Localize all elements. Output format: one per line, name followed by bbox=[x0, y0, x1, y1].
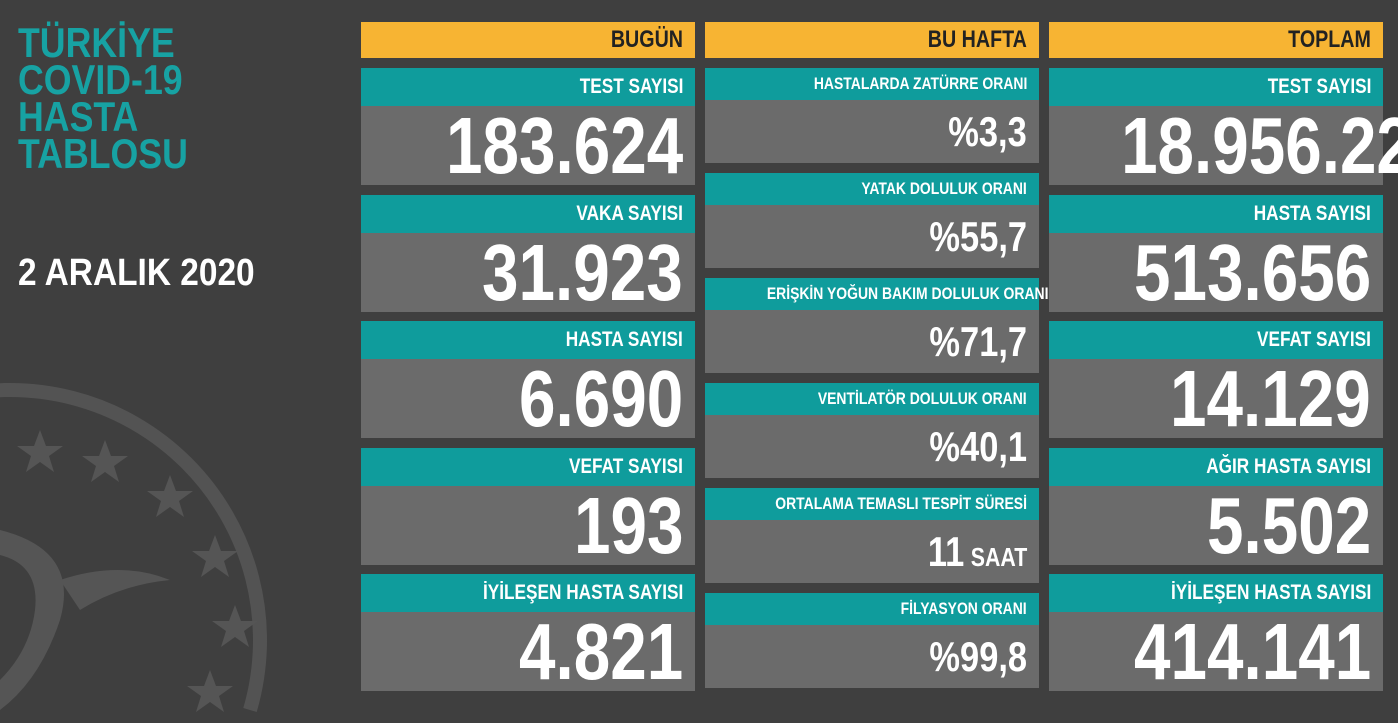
label-text: HASTALARDA ZATÜRRE ORANI bbox=[813, 74, 1027, 93]
card-label: TEST SAYISI bbox=[361, 68, 695, 106]
card-value: 4.821 bbox=[361, 612, 695, 692]
value-text: 513.656 bbox=[1133, 227, 1371, 317]
value-text: 183.624 bbox=[445, 101, 683, 190]
value-text: %40,1 bbox=[929, 423, 1027, 470]
label-text: VENTİLATÖR DOLULUK ORANI bbox=[818, 389, 1027, 408]
column-header: TOPLAM bbox=[1049, 22, 1383, 58]
value-text: 193 bbox=[573, 480, 683, 570]
value-text: %71,7 bbox=[929, 318, 1027, 365]
card-label: İYİLEŞEN HASTA SAYISI bbox=[1049, 574, 1383, 612]
value-wrap: 6.690 bbox=[519, 359, 683, 439]
value-wrap: %55,7 bbox=[929, 205, 1027, 268]
title: TÜRKİYE COVID-19 HASTA TABLOSU bbox=[18, 19, 188, 177]
title-line: TABLOSU bbox=[18, 130, 188, 177]
card-label: ERİŞKİN YOĞUN BAKIM DOLULUK ORANI bbox=[705, 278, 1048, 310]
label-text: VAKA SAYISI bbox=[576, 201, 683, 225]
value-wrap: 5.502 bbox=[1207, 485, 1371, 565]
card-label: VEFAT SAYISI bbox=[1049, 321, 1383, 359]
card-label: VAKA SAYISI bbox=[361, 194, 695, 233]
column-header: BU HAFTA bbox=[705, 22, 1039, 58]
card-value: 193 bbox=[361, 485, 695, 565]
label-text: HASTA SAYISI bbox=[565, 328, 683, 351]
label-text: VEFAT SAYISI bbox=[1257, 328, 1371, 351]
card-label: HASTA SAYISI bbox=[361, 321, 695, 359]
card-value: 14.129 bbox=[1049, 359, 1383, 439]
value-text: %3,3 bbox=[948, 108, 1027, 155]
label-text: ORTALAMA TEMASLI TESPİT SÜRESİ bbox=[775, 494, 1027, 513]
label-text: FİLYASYON ORANI bbox=[900, 599, 1027, 618]
card-label: FİLYASYON ORANI bbox=[705, 593, 1039, 625]
label-text: YATAK DOLULUK ORANI bbox=[861, 179, 1027, 198]
card-label: TEST SAYISI bbox=[1049, 68, 1383, 106]
card-value: 183.624 bbox=[361, 106, 695, 186]
card-value: 6.690 bbox=[361, 359, 695, 439]
value-text: 18.956.228 bbox=[1121, 101, 1398, 190]
title-line: COVID-19 bbox=[18, 56, 183, 103]
value-wrap: 31.923 bbox=[482, 232, 683, 312]
value-wrap: 193 bbox=[574, 485, 683, 565]
value-text: 14.129 bbox=[1170, 354, 1371, 443]
column-title: TOPLAM bbox=[1288, 26, 1371, 53]
card-label: HASTA SAYISI bbox=[1049, 194, 1383, 233]
value-text: %55,7 bbox=[929, 213, 1027, 260]
label-text: AĞIR HASTA SAYISI bbox=[1206, 454, 1371, 478]
value-wrap: 4.821 bbox=[519, 612, 683, 692]
card-value: 5.502 bbox=[1049, 485, 1383, 565]
value-wrap: 14.129 bbox=[1170, 359, 1371, 439]
value-unit: SAAT bbox=[970, 542, 1027, 572]
value-wrap: 513.656 bbox=[1134, 232, 1371, 312]
card-value: 18.956.228 bbox=[1049, 106, 1398, 186]
card-value: 11 SAAT bbox=[705, 520, 1039, 583]
label-text: TEST SAYISI bbox=[1267, 75, 1371, 98]
value-text: 5.502 bbox=[1206, 480, 1371, 570]
label-text: İYİLEŞEN HASTA SAYISI bbox=[1170, 581, 1371, 604]
value-wrap: 11 SAAT bbox=[928, 520, 1027, 589]
value-wrap: %99,8 bbox=[929, 625, 1027, 688]
card-label: VEFAT SAYISI bbox=[361, 447, 695, 486]
label-text: ERİŞKİN YOĞUN BAKIM DOLULUK ORANI bbox=[766, 284, 1049, 303]
label-text: TEST SAYISI bbox=[579, 75, 683, 98]
card-value: %3,3 bbox=[705, 100, 1039, 163]
value-wrap: 414.141 bbox=[1134, 612, 1371, 692]
card-label: HASTALARDA ZATÜRRE ORANI bbox=[705, 68, 1039, 100]
label-text: HASTA SAYISI bbox=[1253, 201, 1371, 225]
title-line: TÜRKİYE bbox=[18, 19, 175, 66]
value-wrap: %40,1 bbox=[929, 415, 1027, 478]
card-value: %71,7 bbox=[705, 310, 1039, 373]
value-text: 4.821 bbox=[518, 607, 683, 696]
title-line: HASTA bbox=[18, 93, 139, 140]
value-text: 31.923 bbox=[482, 227, 683, 317]
card-value: 414.141 bbox=[1049, 612, 1383, 692]
date: 2 ARALIK 2020 bbox=[18, 252, 255, 294]
value-wrap: 18.956.228 bbox=[1121, 106, 1398, 186]
value-wrap: %71,7 bbox=[929, 310, 1027, 373]
card-value: %99,8 bbox=[705, 625, 1039, 688]
value-text: 11 bbox=[927, 528, 964, 575]
card-value: %55,7 bbox=[705, 205, 1039, 268]
card-value: 31.923 bbox=[361, 232, 695, 312]
card-label: AĞIR HASTA SAYISI bbox=[1049, 447, 1383, 486]
label-text: VEFAT SAYISI bbox=[569, 454, 683, 478]
label-text: İYİLEŞEN HASTA SAYISI bbox=[482, 581, 683, 604]
emblem bbox=[0, 383, 267, 712]
column-title: BU HAFTA bbox=[927, 26, 1027, 53]
column-header: BUGÜN bbox=[361, 22, 695, 58]
value-wrap: 183.624 bbox=[446, 106, 683, 186]
card-label: YATAK DOLULUK ORANI bbox=[705, 173, 1039, 205]
card-label: İYİLEŞEN HASTA SAYISI bbox=[361, 574, 695, 612]
column-title: BUGÜN bbox=[610, 26, 683, 53]
value-text: %99,8 bbox=[929, 633, 1027, 680]
card-value: 513.656 bbox=[1049, 232, 1383, 312]
value-text: 414.141 bbox=[1133, 607, 1371, 696]
value-wrap: %3,3 bbox=[948, 100, 1027, 163]
card-label: VENTİLATÖR DOLULUK ORANI bbox=[705, 383, 1039, 415]
card-value: %40,1 bbox=[705, 415, 1039, 478]
value-text: 6.690 bbox=[518, 354, 683, 443]
card-label: ORTALAMA TEMASLI TESPİT SÜRESİ bbox=[705, 488, 1039, 520]
